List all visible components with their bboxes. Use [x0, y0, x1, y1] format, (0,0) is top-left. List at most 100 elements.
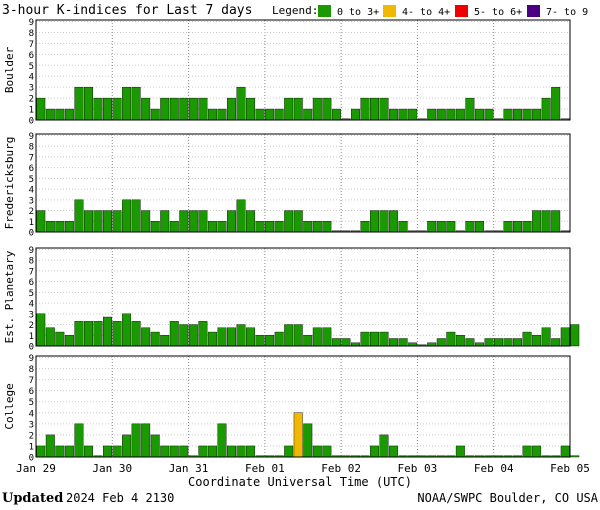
- legend-swatch: [383, 5, 396, 17]
- k-bar: [207, 108, 217, 121]
- k-bar: [45, 327, 55, 347]
- k-bar: [112, 321, 122, 347]
- k-bar: [503, 221, 513, 233]
- y-tick-label: 3: [29, 84, 34, 94]
- k-bar: [303, 423, 313, 458]
- k-bar: [398, 221, 408, 233]
- k-bar: [217, 423, 227, 458]
- y-tick-label: 5: [29, 175, 34, 185]
- k-bar: [64, 445, 74, 458]
- k-bar: [236, 324, 246, 347]
- k-bar: [198, 210, 208, 233]
- k-bar: [284, 97, 294, 121]
- k-bar: [370, 331, 379, 347]
- k-bar: [484, 338, 494, 347]
- chart-title: 3-hour K-indices for Last 7 days: [2, 3, 252, 18]
- k-bar: [293, 210, 303, 233]
- k-bar: [532, 445, 542, 458]
- y-tick-label: 0: [29, 117, 34, 127]
- k-bar: [74, 423, 84, 458]
- k-bar: [150, 434, 160, 458]
- k-bar: [255, 335, 265, 347]
- k-bar: [551, 86, 561, 121]
- k-bar: [64, 221, 74, 233]
- k-bar: [131, 423, 141, 458]
- k-bar: [150, 108, 160, 121]
- k-bar: [446, 331, 456, 347]
- k-bar: [112, 445, 122, 458]
- updated-label: Updated: [2, 491, 64, 506]
- k-bar: [255, 221, 265, 233]
- k-bar: [246, 327, 256, 347]
- k-bar: [169, 221, 179, 233]
- footer: Updated 2024 Feb 4 2130 NOAA/SWPC Boulde…: [0, 489, 600, 509]
- k-bar: [103, 316, 112, 347]
- k-bar: [522, 331, 532, 347]
- panel-y-label: Boulder: [3, 46, 16, 93]
- y-tick-label: 2: [29, 321, 34, 331]
- k-bar: [551, 338, 561, 347]
- k-bar: [207, 331, 217, 347]
- k-bar: [484, 108, 494, 121]
- k-bar: [389, 338, 399, 347]
- k-bar: [169, 445, 179, 458]
- k-bar: [465, 97, 475, 121]
- k-bar: [217, 108, 227, 121]
- k-bar: [227, 210, 236, 233]
- k-bar: [265, 335, 275, 347]
- y-tick-label: 1: [29, 442, 34, 452]
- k-bar: [284, 210, 294, 233]
- k-bar: [207, 445, 217, 458]
- k-bar: [227, 97, 236, 121]
- y-tick-label: 7: [29, 153, 34, 163]
- k-bar: [227, 445, 236, 458]
- k-bar: [265, 221, 275, 233]
- k-bar: [36, 97, 46, 121]
- k-bar: [131, 199, 141, 233]
- k-bar: [198, 97, 208, 121]
- k-bar: [446, 108, 456, 121]
- k-bar: [160, 445, 170, 458]
- k-bar: [312, 327, 322, 347]
- k-bar: [494, 338, 503, 347]
- k-bar: [45, 108, 55, 121]
- k-bar: [341, 338, 351, 347]
- k-bar: [360, 331, 370, 347]
- k-bar: [217, 221, 227, 233]
- legend-swatch: [455, 5, 468, 17]
- y-tick-label: 4: [29, 409, 34, 419]
- k-bar: [122, 199, 132, 233]
- k-bar: [93, 97, 103, 121]
- k-bar: [303, 108, 313, 121]
- k-bar: [455, 335, 465, 347]
- x-axis-label: Coordinate Universal Time (UTC): [188, 475, 412, 489]
- k-bar: [93, 210, 103, 233]
- y-tick-label: 4: [29, 73, 34, 83]
- x-tick-label: Jan 30: [92, 462, 132, 475]
- k-bar: [103, 445, 112, 458]
- k-bar: [322, 445, 332, 458]
- k-bar: [436, 338, 446, 347]
- y-tick-label: 0: [29, 454, 34, 464]
- legend-swatch: [318, 5, 331, 17]
- y-tick-label: 4: [29, 300, 34, 310]
- y-tick-label: 7: [29, 40, 34, 50]
- k-bar: [503, 338, 513, 347]
- y-tick-label: 6: [29, 51, 34, 61]
- k-bar: [551, 210, 561, 233]
- k-bar: [236, 86, 246, 121]
- k-bar: [274, 108, 284, 121]
- k-bar: [532, 108, 542, 121]
- k-bar: [36, 210, 46, 233]
- y-tick-label: 5: [29, 289, 34, 299]
- k-bar: [45, 434, 55, 458]
- k-bar: [150, 221, 160, 233]
- y-tick-label: 6: [29, 387, 34, 397]
- k-bar: [179, 97, 189, 121]
- y-tick-label: 8: [29, 29, 34, 39]
- y-tick-label: 9: [29, 246, 34, 256]
- k-bar: [379, 210, 389, 233]
- k-bar: [93, 321, 103, 347]
